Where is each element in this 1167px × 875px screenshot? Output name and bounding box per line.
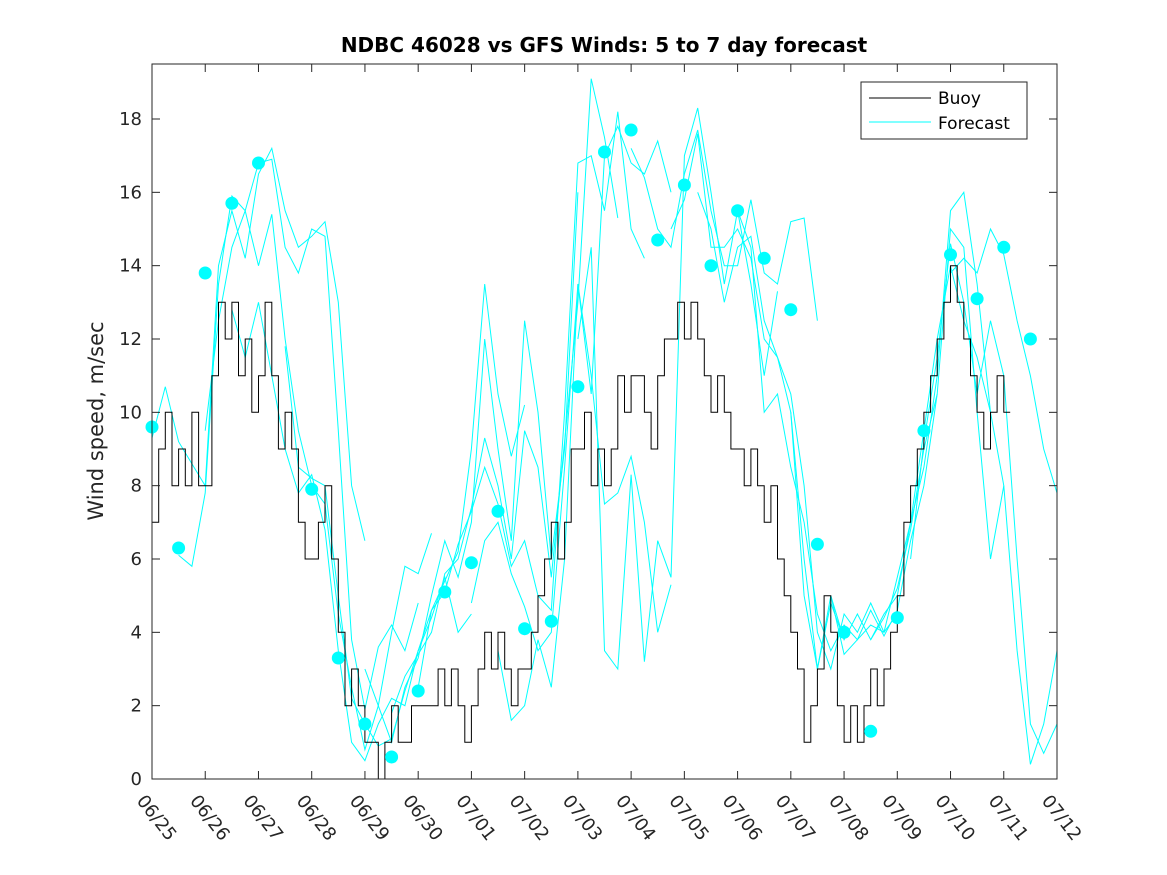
forecast-marker-25: [810, 537, 824, 551]
y-tick-label: 8: [131, 476, 142, 497]
y-tick-label: 18: [119, 109, 142, 130]
forecast-marker-8: [358, 717, 372, 731]
y-tick-label: 12: [119, 329, 142, 350]
forecast-line-12: [630, 129, 818, 321]
forecast-line-13: [670, 133, 845, 670]
forecast-line-17: [830, 227, 1005, 642]
forecast-line-8: [417, 111, 645, 688]
forecast-marker-12: [464, 556, 478, 570]
forecast-line-19: [910, 243, 1058, 755]
forecast-line-1: [151, 146, 366, 541]
forecast-marker-30: [944, 248, 957, 262]
chart-title: NDBC 46028 vs GFS Winds: 5 to 7 day fore…: [341, 33, 868, 57]
forecast-marker-33: [1023, 332, 1037, 346]
legend: Buoy Forecast: [860, 81, 1028, 140]
y-tick-label: 16: [119, 182, 142, 203]
forecast-line-14: [697, 192, 898, 671]
legend-buoy-label: Buoy: [938, 89, 981, 109]
axes-box: [151, 63, 1058, 780]
forecast-marker-21: [704, 259, 718, 273]
legend-forecast-label: Forecast: [938, 114, 1010, 134]
forecast-marker-28: [890, 611, 904, 625]
forecast-marker-32: [997, 240, 1011, 254]
buoy-series: [152, 265, 1011, 780]
forecast-marker-18: [624, 123, 638, 137]
y-tick-label: 14: [119, 256, 142, 277]
forecast-marker-11: [438, 585, 452, 599]
forecast-line-2: [178, 158, 419, 710]
forecast-marker-20: [677, 178, 691, 192]
forecast-marker-5: [252, 156, 265, 170]
forecast-marker-13: [491, 504, 505, 518]
forecast-marker-10: [411, 684, 425, 698]
forecast-marker-14: [518, 622, 532, 636]
forecast-marker-19: [651, 233, 665, 247]
legend-box: [860, 81, 1028, 140]
forecast-marker-29: [917, 424, 931, 438]
forecast-line-11: [577, 107, 778, 671]
y-tick-label: 2: [131, 696, 142, 717]
forecast-marker-16: [571, 380, 585, 394]
forecast-marker-27: [864, 724, 878, 738]
forecast-line-7: [391, 78, 619, 714]
y-tick-label: 4: [131, 622, 142, 643]
forecast-line-3: [204, 208, 432, 752]
y-tick-label: 6: [131, 549, 142, 570]
buoy-line: [152, 265, 1011, 780]
forecast-marker-31: [970, 292, 984, 306]
forecast-marker-3: [198, 266, 212, 280]
forecast-marker-6: [305, 482, 319, 496]
forecast-line-6: [364, 192, 579, 745]
forecast-line-9: [470, 124, 672, 652]
y-axis-label: Wind speed, m/sec: [84, 321, 108, 520]
forecast-line-20: [950, 227, 1058, 494]
y-tick-label: 0: [131, 769, 142, 790]
forecast-marker-2: [172, 541, 186, 555]
forecast-markers: [145, 123, 1037, 764]
y-tick-label: 10: [119, 402, 142, 423]
forecast-marker-24: [784, 303, 798, 317]
plot-area: [152, 64, 1057, 779]
forecast-marker-4: [225, 196, 239, 210]
forecast-marker-26: [837, 625, 851, 639]
forecast-marker-7: [331, 651, 345, 665]
forecast-line-10: [497, 283, 672, 722]
forecast-marker-9: [385, 750, 399, 764]
forecast-marker-15: [544, 614, 558, 628]
forecast-marker-17: [598, 145, 611, 159]
forecast-marker-22: [731, 204, 745, 218]
forecast-marker-23: [757, 251, 771, 265]
